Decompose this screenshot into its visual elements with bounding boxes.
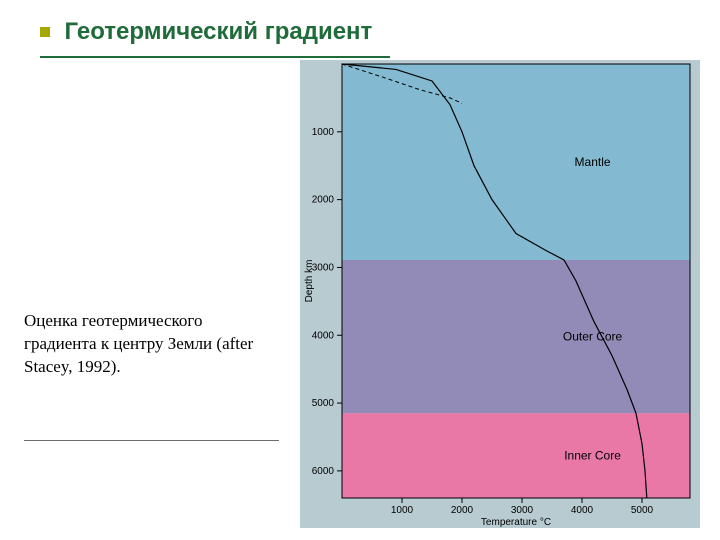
x-tick-label: 3000 [511, 505, 534, 516]
x-tick-label: 2000 [451, 505, 474, 516]
layer-inner-core [342, 413, 690, 498]
title-underline [40, 56, 390, 58]
y-tick-label: 4000 [312, 330, 335, 341]
title-row: Геотермический градиент [40, 18, 372, 46]
layer-mantle [342, 64, 690, 260]
layer-label-mantle: Mantle [575, 155, 611, 169]
layer-label-outer-core: Outer Core [563, 330, 623, 344]
geotherm-chart: 1000 2000 3000 4000 5000 Temperature °C 1000 20… [300, 60, 700, 528]
y-tick-label: 5000 [312, 398, 335, 409]
x-tick-label: 1000 [391, 505, 414, 516]
slide: Геотермический градиент Оценка геотермич… [0, 0, 720, 540]
layer-outer-core [342, 260, 690, 413]
x-tick-label: 4000 [571, 505, 594, 516]
y-tick-label: 3000 [312, 262, 335, 273]
y-axis-label: Depth km [304, 260, 315, 303]
y-tick-label: 2000 [312, 195, 335, 206]
caption-text: Оценка геотермического градиента к центр… [24, 310, 274, 379]
slide-title: Геотермический градиент [64, 18, 372, 46]
chart-svg: 1000 2000 3000 4000 5000 Temperature °C 1000 20… [300, 60, 700, 528]
title-bullet-icon [40, 27, 50, 37]
x-axis-label: Temperature °C [481, 517, 551, 528]
x-tick-label: 5000 [631, 505, 654, 516]
y-tick-label: 6000 [312, 466, 335, 477]
y-tick-label: 1000 [312, 127, 335, 138]
caption-underline [24, 440, 279, 441]
layer-label-inner-core: Inner Core [564, 449, 621, 463]
